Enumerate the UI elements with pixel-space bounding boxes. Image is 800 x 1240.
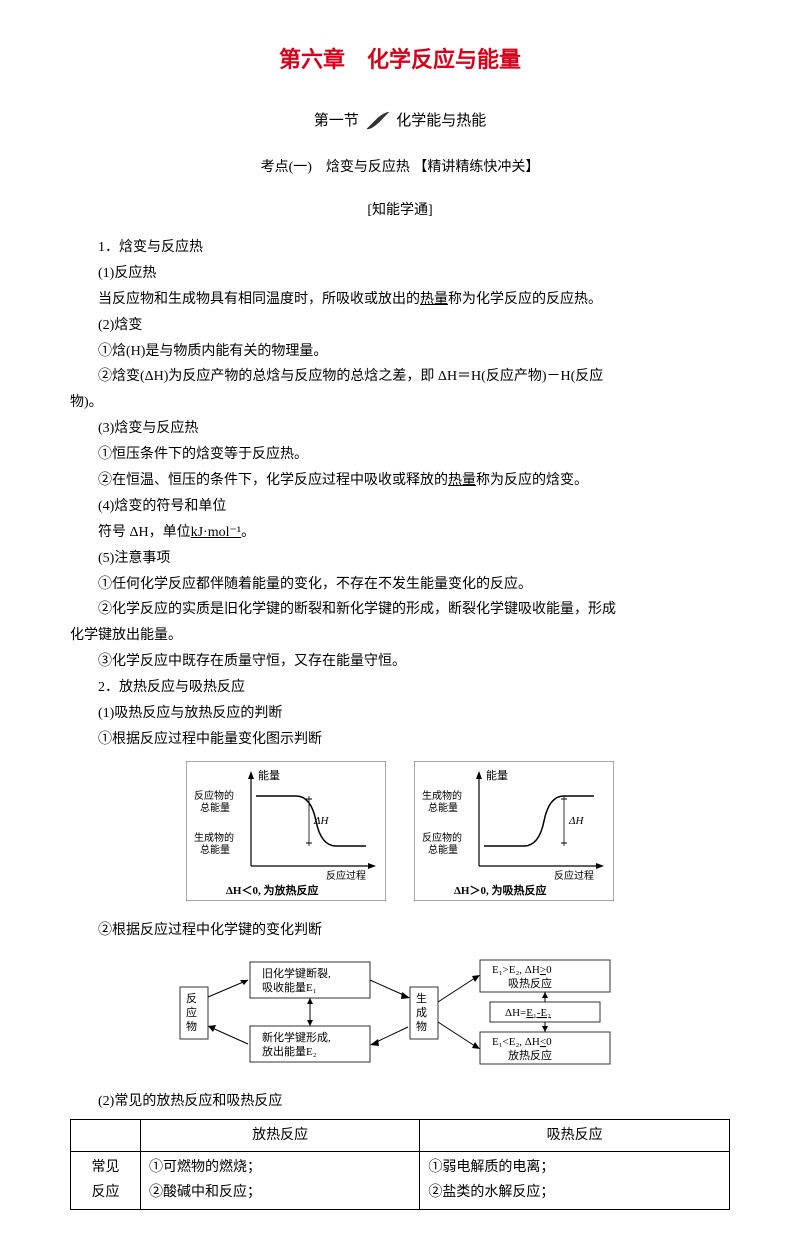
- table-cell-exo: ①可燃物的燃烧；②酸碱中和反应；: [141, 1152, 420, 1209]
- table-row: 常见反应 ①可燃物的燃烧；②酸碱中和反应； ①弱电解质的电离；②盐类的水解反应；: [71, 1152, 730, 1209]
- para-1-5-2b: 化学键放出能量。: [70, 623, 730, 649]
- table-rowhead: 常见反应: [71, 1152, 141, 1209]
- para-2-1-2: ②根据反应过程中化学键的变化判断: [70, 918, 730, 944]
- table-cell-endo: ①弱电解质的电离；②盐类的水解反应；: [420, 1152, 730, 1209]
- exam-point: 考点(一) 焓变与反应热 【精讲精练快冲关】: [70, 155, 730, 180]
- svg-text:反应物的总能量: 反应物的总能量: [422, 831, 462, 856]
- svg-text:ΔH: ΔH: [568, 815, 584, 827]
- svg-text:反应过程: 反应过程: [554, 869, 594, 882]
- section-post: 化学能与热能: [396, 113, 486, 129]
- para-1-5-2a: ②化学反应的实质是旧化学键的断裂和新化学键的形成，断裂化学键吸收能量，形成: [70, 597, 730, 623]
- energy-diagram-exothermic: 能量 反应物的总能量 生成物的总能量 ΔH 反应过程 ΔH＜0, 为放热反应: [186, 761, 386, 910]
- heading-2: 2．放热反应与吸热反应: [70, 675, 730, 701]
- svg-text:生成物的总能量: 生成物的总能量: [422, 789, 462, 814]
- para-1-2-1: ①焓(H)是与物质内能有关的物理量。: [70, 339, 730, 365]
- svg-text:反应物: 反应物: [186, 992, 197, 1033]
- section-heading: 第一节 化学能与热能: [70, 108, 730, 135]
- para-1-2: (2)焓变: [70, 313, 730, 339]
- content-body: 1．焓变与反应热 (1)反应热 当反应物和生成物具有相同温度时，所吸收或放出的热…: [70, 235, 730, 1210]
- table-header-exo: 放热反应: [141, 1119, 420, 1151]
- para-1-4-1: 符号 ΔH，单位kJ·mol⁻¹。: [70, 520, 730, 546]
- chapter-title: 第六章 化学反应与能量: [70, 40, 730, 80]
- heading-1: 1．焓变与反应热: [70, 235, 730, 261]
- svg-text:能量: 能量: [258, 768, 280, 782]
- knowledge-header: [知能学通]: [70, 198, 730, 223]
- para-2-2: (2)常见的放热反应和吸热反应: [70, 1089, 730, 1115]
- svg-text:反应过程: 反应过程: [326, 869, 366, 882]
- svg-text:反应物的总能量: 反应物的总能量: [194, 789, 234, 814]
- reaction-table: 放热反应 吸热反应 常见反应 ①可燃物的燃烧；②酸碱中和反应； ①弱电解质的电离…: [70, 1119, 730, 1210]
- bond-flowchart: 反应物 旧化学键断裂,吸收能量E₁ 新化学键形成,放出能量E₂ 生成物: [70, 952, 730, 1081]
- para-1-3-2: ②在恒温、恒压的条件下，化学反应过程中吸收或释放的热量称为反应的焓变。: [70, 468, 730, 494]
- energy-diagram-row: 能量 反应物的总能量 生成物的总能量 ΔH 反应过程 ΔH＜0, 为放热反应 能…: [70, 761, 730, 910]
- table-header-empty: [71, 1119, 141, 1151]
- svg-text:新化学键形成,放出能量E₂: 新化学键形成,放出能量E₂: [262, 1030, 331, 1058]
- para-1-4: (4)焓变的符号和单位: [70, 494, 730, 520]
- svg-text:ΔH＞0, 为吸热反应: ΔH＞0, 为吸热反应: [454, 883, 546, 897]
- para-1-1-text: 当反应物和生成物具有相同温度时，所吸收或放出的热量称为化学反应的反应热。: [70, 287, 730, 313]
- svg-text:ΔH=E₁-E₂: ΔH=E₁-E₂: [505, 1007, 551, 1019]
- feather-icon: [365, 111, 391, 131]
- table-header-row: 放热反应 吸热反应: [71, 1119, 730, 1151]
- svg-text:生成物的总能量: 生成物的总能量: [194, 831, 234, 856]
- svg-text:旧化学键断裂,吸收能量E₁: 旧化学键断裂,吸收能量E₁: [262, 966, 331, 994]
- para-1-3-1: ①恒压条件下的焓变等于反应热。: [70, 442, 730, 468]
- para-1-3: (3)焓变与反应热: [70, 416, 730, 442]
- svg-text:ΔH: ΔH: [313, 815, 329, 827]
- table-header-endo: 吸热反应: [420, 1119, 730, 1151]
- para-2-1: (1)吸热反应与放热反应的判断: [70, 701, 730, 727]
- section-pre: 第一节: [314, 113, 359, 129]
- para-1-5-1: ①任何化学反应都伴随着能量的变化，不存在不发生能量变化的反应。: [70, 572, 730, 598]
- para-1-5: (5)注意事项: [70, 546, 730, 572]
- svg-text:E₁<E₂, ΔH<0放热反应: E₁<E₂, ΔH<0放热反应: [492, 1036, 552, 1062]
- para-1-2-2a: ②焓变(ΔH)为反应产物的总焓与反应物的总焓之差，即 ΔH＝H(反应产物)－H(…: [70, 364, 730, 390]
- svg-text:生成物: 生成物: [416, 991, 427, 1033]
- svg-text:E₁>E₂, ΔH>0吸热反应: E₁>E₂, ΔH>0吸热反应: [492, 964, 552, 990]
- para-1-5-3: ③化学反应中既存在质量守恒，又存在能量守恒。: [70, 649, 730, 675]
- energy-diagram-endothermic: 能量 生成物的总能量 反应物的总能量 ΔH 反应过程 ΔH＞0, 为吸热反应: [414, 761, 614, 910]
- para-2-1-1: ①根据反应过程中能量变化图示判断: [70, 727, 730, 753]
- para-1-1: (1)反应热: [70, 261, 730, 287]
- svg-text:ΔH＜0, 为放热反应: ΔH＜0, 为放热反应: [226, 883, 318, 897]
- para-1-2-2b: 物)。: [70, 390, 730, 416]
- svg-text:能量: 能量: [486, 768, 508, 782]
